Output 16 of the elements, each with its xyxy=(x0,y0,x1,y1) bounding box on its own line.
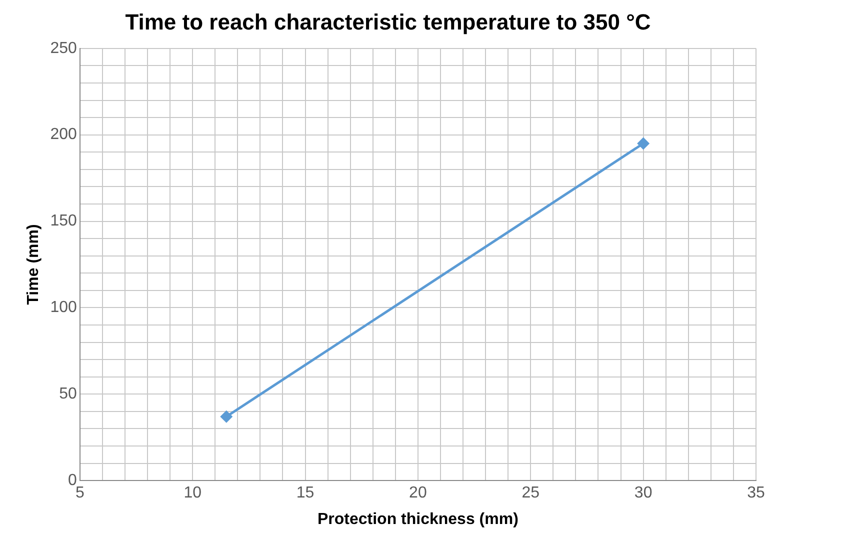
y-tick-label: 50 xyxy=(59,386,77,403)
y-tick-label: 0 xyxy=(68,472,77,490)
x-tick-label: 25 xyxy=(522,484,540,502)
x-tick-label: 20 xyxy=(409,484,427,502)
chart-title: Time to reach characteristic temperature to 350 °C xyxy=(125,9,651,34)
y-tick-label: 150 xyxy=(50,212,77,230)
x-tick-label: 10 xyxy=(184,484,202,502)
y-tick-label: 200 xyxy=(50,126,77,144)
x-tick-label: 35 xyxy=(747,484,765,502)
x-tick-label: 15 xyxy=(296,484,314,502)
y-axis-title: Time (mm) xyxy=(25,224,42,305)
x-tick-label: 30 xyxy=(634,484,652,502)
x-tick-label: 5 xyxy=(75,484,84,502)
y-tick-label: 100 xyxy=(50,299,77,316)
y-tick-label: 250 xyxy=(50,40,77,57)
x-axis-title: Protection thickness (mm) xyxy=(317,510,518,528)
